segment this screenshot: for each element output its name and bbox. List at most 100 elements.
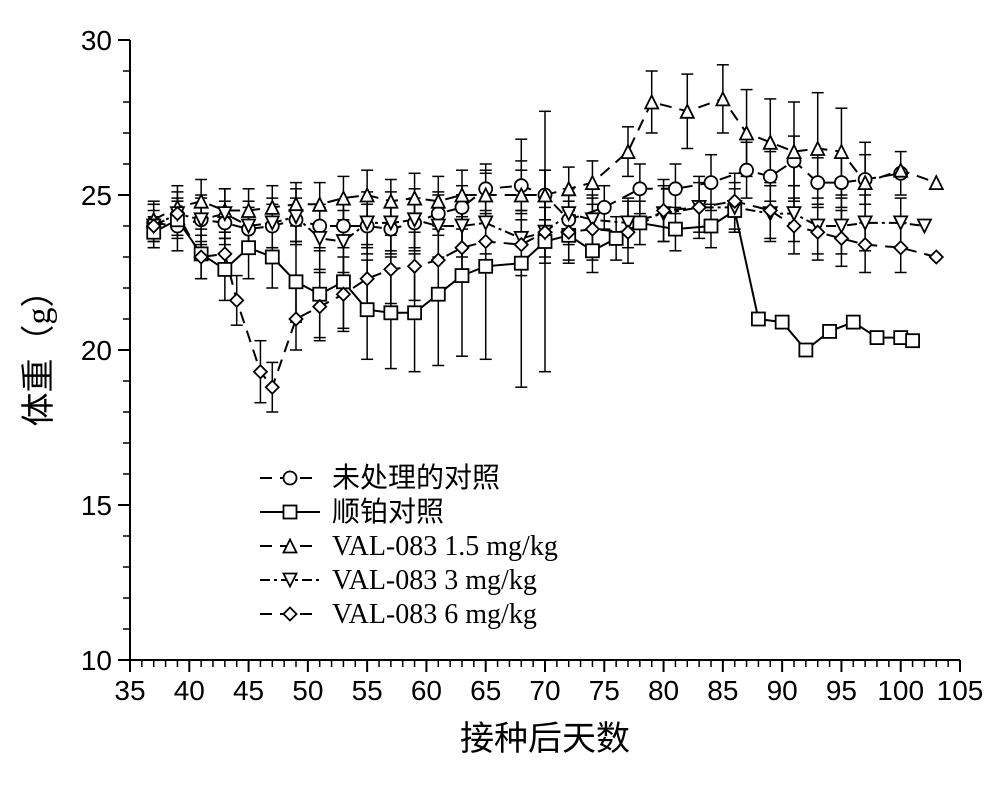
circle-marker-icon — [764, 170, 777, 183]
triangle-up-marker-icon — [740, 127, 753, 140]
square-marker-icon — [284, 506, 297, 519]
legend-label: VAL-083 6 mg/kg — [332, 599, 537, 630]
x-tick-label: 60 — [411, 675, 442, 706]
diamond-marker-icon — [230, 294, 243, 307]
diamond-marker-icon — [788, 220, 801, 233]
diamond-marker-icon — [657, 204, 670, 217]
square-marker-icon — [515, 257, 528, 270]
circle-marker-icon — [811, 176, 824, 189]
triangle-down-marker-icon — [313, 232, 326, 245]
y-tick-label: 25 — [81, 180, 112, 211]
chart-container: 35 40 45 50 55 60 65 70 75 80 85 90 95 100 105 10 15 20 25… — [0, 0, 1000, 785]
triangle-up-marker-icon — [716, 92, 729, 105]
legend-label: VAL-083 1.5 mg/kg — [332, 531, 558, 562]
circle-marker-icon — [669, 182, 682, 195]
legend-label: VAL-083 3 mg/kg — [332, 565, 537, 596]
circle-marker-icon — [337, 220, 350, 233]
triangle-down-marker-icon — [918, 220, 931, 233]
triangle-up-marker-icon — [195, 195, 208, 208]
diamond-marker-icon — [408, 260, 421, 273]
square-marker-icon — [669, 223, 682, 236]
y-tick-label: 20 — [81, 335, 112, 366]
triangle-up-marker-icon — [764, 136, 777, 149]
diamond-marker-icon — [284, 608, 297, 621]
x-tick-label: 35 — [114, 675, 145, 706]
square-marker-icon — [586, 244, 599, 257]
square-marker-icon — [384, 306, 397, 319]
x-tick-label: 95 — [826, 675, 857, 706]
legend: 未处理的对照顺铂对照VAL-083 1.5 mg/kgVAL-083 3 mg/… — [260, 462, 558, 630]
y-tick-label: 15 — [81, 490, 112, 521]
x-tick-label: 70 — [529, 675, 560, 706]
square-marker-icon — [610, 232, 623, 245]
x-tick-label: 85 — [707, 675, 738, 706]
circle-marker-icon — [633, 182, 646, 195]
errorbars-layer — [148, 65, 907, 412]
triangle-up-marker-icon — [622, 145, 635, 158]
square-marker-icon — [776, 316, 789, 329]
triangle-up-marker-icon — [681, 105, 694, 118]
square-marker-icon — [799, 344, 812, 357]
triangle-up-marker-icon — [930, 176, 943, 189]
diamond-marker-icon — [432, 254, 445, 267]
x-tick-label: 65 — [470, 675, 501, 706]
diamond-marker-icon — [384, 263, 397, 276]
square-marker-icon — [290, 275, 303, 288]
square-marker-icon — [432, 288, 445, 301]
diamond-marker-icon — [586, 223, 599, 236]
diamond-marker-icon — [811, 226, 824, 239]
y-tick-label: 30 — [81, 25, 112, 56]
x-tick-label: 50 — [292, 675, 323, 706]
x-tick-label: 40 — [174, 675, 205, 706]
square-marker-icon — [242, 241, 255, 254]
triangle-down-marker-icon — [835, 220, 848, 233]
diamond-marker-icon — [266, 381, 279, 394]
square-marker-icon — [361, 303, 374, 316]
diamond-marker-icon — [764, 204, 777, 217]
diamond-marker-icon — [456, 241, 469, 254]
triangle-down-marker-icon — [337, 235, 350, 248]
diamond-marker-icon — [930, 251, 943, 264]
circle-marker-icon — [598, 201, 611, 214]
circle-marker-icon — [284, 472, 297, 485]
diamond-marker-icon — [894, 241, 907, 254]
square-marker-icon — [752, 313, 765, 326]
diamond-marker-icon — [218, 247, 231, 260]
triangle-up-marker-icon — [586, 176, 599, 189]
circle-marker-icon — [740, 164, 753, 177]
square-marker-icon — [871, 331, 884, 344]
square-marker-icon — [823, 325, 836, 338]
x-tick-label: 75 — [589, 675, 620, 706]
diamond-marker-icon — [313, 300, 326, 313]
circle-marker-icon — [456, 201, 469, 214]
circle-marker-icon — [705, 176, 718, 189]
diamond-marker-icon — [515, 238, 528, 251]
triangle-up-marker-icon — [361, 189, 374, 202]
y-tick-label: 10 — [81, 645, 112, 676]
x-tick-label: 105 — [937, 675, 984, 706]
square-marker-icon — [705, 220, 718, 233]
circle-marker-icon — [835, 176, 848, 189]
x-tick-label: 45 — [233, 675, 264, 706]
x-axis-title: 接种后天数 — [460, 720, 630, 758]
square-marker-icon — [218, 263, 231, 276]
legend-label: 顺铂对照 — [332, 496, 444, 528]
y-axis-title: 体重（g） — [20, 274, 58, 427]
x-tick-label: 55 — [352, 675, 383, 706]
diamond-marker-icon — [361, 272, 374, 285]
square-marker-icon — [906, 334, 919, 347]
square-marker-icon — [847, 316, 860, 329]
x-tick-label: 100 — [877, 675, 924, 706]
diamond-marker-icon — [290, 313, 303, 326]
diamond-marker-icon — [337, 288, 350, 301]
x-tick-label: 80 — [648, 675, 679, 706]
triangle-up-marker-icon — [645, 96, 658, 109]
circle-marker-icon — [313, 220, 326, 233]
square-marker-icon — [633, 216, 646, 229]
square-marker-icon — [479, 260, 492, 273]
square-marker-icon — [266, 251, 279, 264]
diamond-marker-icon — [835, 232, 848, 245]
square-marker-icon — [408, 306, 421, 319]
x-tick-label: 90 — [767, 675, 798, 706]
circle-marker-icon — [432, 207, 445, 220]
